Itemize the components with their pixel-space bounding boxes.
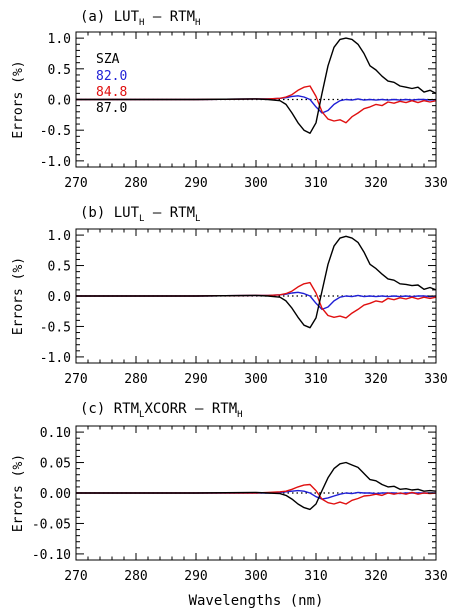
x-tick-label: 330 bbox=[424, 569, 447, 584]
y-tick-label: -1.0 bbox=[40, 351, 71, 366]
y-tick-label: 0.5 bbox=[48, 63, 71, 78]
title-subscript: L bbox=[139, 410, 144, 420]
x-tick-label: 300 bbox=[244, 372, 267, 387]
legend-entry: 82.0 bbox=[96, 69, 127, 84]
y-tick-label: 0.00 bbox=[40, 487, 71, 502]
panel-title: (c) RTMLXCORR – RTMH bbox=[80, 401, 243, 420]
x-tick-label: 310 bbox=[304, 372, 327, 387]
x-tick-label: 290 bbox=[184, 176, 207, 191]
x-tick-label: 310 bbox=[304, 569, 327, 584]
series-line-84.8 bbox=[76, 85, 437, 124]
title-text: XCORR – RTM bbox=[144, 401, 237, 417]
x-tick-label: 270 bbox=[64, 176, 87, 191]
title-subscript: L bbox=[195, 214, 200, 224]
x-tick-label: 300 bbox=[244, 176, 267, 191]
x-tick-label: 270 bbox=[64, 569, 87, 584]
panel-c: (c) RTMLXCORR – RTMH 270 280 290 300 310 320 33… bbox=[11, 401, 448, 609]
legend-entry: 87.0 bbox=[96, 101, 127, 116]
x-tick-label: 300 bbox=[244, 569, 267, 584]
legend: SZA 82.084.887.0 bbox=[96, 52, 127, 116]
title-text: (b) LUT bbox=[80, 205, 140, 221]
title-subscript: H bbox=[139, 18, 144, 28]
y-axis-label: Errors (%) bbox=[11, 454, 26, 532]
legend-title: SZA bbox=[96, 52, 120, 67]
y-tick-label: 1.0 bbox=[48, 229, 71, 244]
x-tick-label: 290 bbox=[184, 569, 207, 584]
y-tick-label: -0.10 bbox=[32, 548, 71, 563]
y-tick-label: -0.5 bbox=[40, 320, 71, 335]
y-tick-label: 0.05 bbox=[40, 457, 71, 472]
x-tick-label: 290 bbox=[184, 372, 207, 387]
series-line-84.8 bbox=[76, 483, 437, 505]
y-tick-label: 0.10 bbox=[40, 426, 71, 441]
x-tick-label: 310 bbox=[304, 176, 327, 191]
x-tick-label: 330 bbox=[424, 176, 447, 191]
y-tick-label: 0.0 bbox=[48, 290, 71, 305]
y-tick-label: 1.0 bbox=[48, 32, 71, 47]
x-tick-label: 280 bbox=[124, 569, 147, 584]
x-tick-label: 280 bbox=[124, 176, 147, 191]
y-tick-label: -0.05 bbox=[32, 517, 71, 532]
x-tick-label: 330 bbox=[424, 372, 447, 387]
y-tick-label: -1.0 bbox=[40, 155, 71, 170]
series-line-84.8 bbox=[76, 281, 437, 319]
y-tick-label: 0.5 bbox=[48, 260, 71, 275]
y-axis-label: Errors (%) bbox=[11, 257, 26, 335]
panel-title: (b) LUTL – RTML bbox=[80, 205, 200, 224]
legend-entry: 84.8 bbox=[96, 85, 127, 100]
x-tick-label: 270 bbox=[64, 372, 87, 387]
title-subscript: H bbox=[237, 410, 242, 420]
title-text: (c) RTM bbox=[80, 401, 139, 417]
x-tick-label: 320 bbox=[364, 176, 387, 191]
series-line-87.0 bbox=[76, 37, 437, 135]
series-line-87.0 bbox=[76, 235, 437, 329]
y-tick-label: 0.0 bbox=[48, 94, 71, 109]
x-tick-label: 280 bbox=[124, 372, 147, 387]
series-line-87.0 bbox=[76, 461, 437, 511]
title-subscript: H bbox=[195, 18, 200, 28]
x-axis-label: Wavelengths (nm) bbox=[189, 593, 324, 609]
y-tick-label: -0.5 bbox=[40, 124, 71, 139]
title-subscript: L bbox=[139, 214, 144, 224]
title-text: (a) LUT bbox=[80, 9, 140, 25]
panel-title: (a) LUTH – RTMH bbox=[80, 9, 200, 28]
x-tick-label: 320 bbox=[364, 569, 387, 584]
title-text: – RTM bbox=[144, 9, 195, 25]
title-text: – RTM bbox=[144, 205, 195, 221]
x-tick-label: 320 bbox=[364, 372, 387, 387]
y-axis-label: Errors (%) bbox=[11, 60, 26, 138]
